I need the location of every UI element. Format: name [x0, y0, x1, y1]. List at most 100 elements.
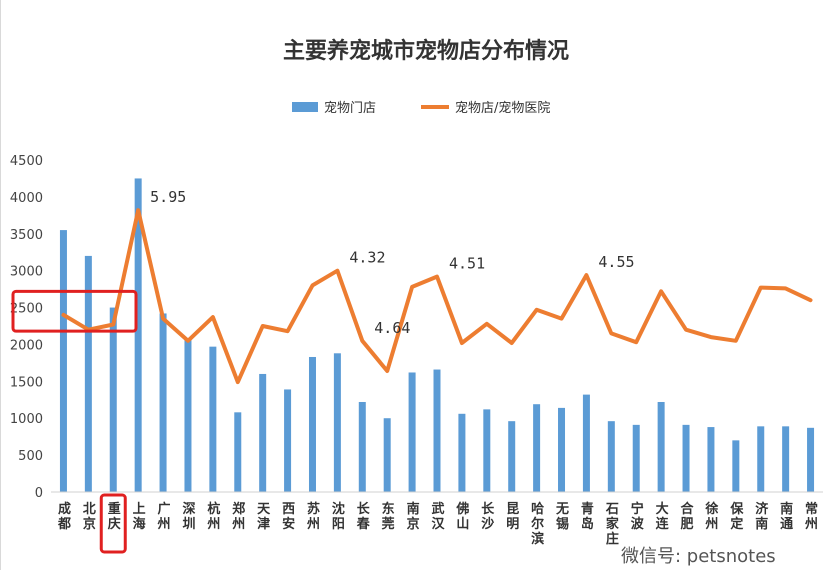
bar	[533, 404, 541, 492]
y-tick-label: 0	[35, 486, 43, 501]
x-tick-char: 昆	[506, 501, 519, 517]
x-tick-char: 常	[805, 501, 818, 517]
x-tick-char: 南	[407, 501, 420, 517]
chart-title: 主要养宠城市宠物店分布情况	[283, 38, 569, 64]
x-tick-label: 合肥	[681, 501, 695, 532]
x-tick-char: 锡	[556, 516, 569, 532]
bar	[732, 440, 740, 492]
x-tick-char: 家	[606, 516, 620, 532]
bar	[284, 389, 292, 492]
bar	[433, 369, 441, 492]
x-tick-char: 青	[581, 501, 594, 517]
x-tick-label: 长春	[356, 501, 371, 532]
bar	[807, 427, 815, 492]
data-annotation: 5.95	[150, 188, 186, 206]
x-tick-label: 大连	[656, 501, 670, 532]
legend-swatch-bar	[292, 102, 318, 112]
x-tick-char: 宁	[631, 501, 644, 517]
bar	[209, 346, 217, 492]
y-tick-label: 3000	[10, 265, 43, 280]
y-tick-label: 1500	[10, 375, 43, 390]
x-tick-char: 广	[158, 501, 171, 517]
bar	[308, 356, 316, 492]
x-tick-char: 石	[605, 502, 619, 517]
x-tick-label: 东莞	[382, 501, 395, 532]
bar-series	[59, 178, 815, 493]
x-tick-char: 汉	[431, 516, 445, 532]
x-tick-char: 沈	[332, 501, 345, 517]
y-tick-label: 500	[18, 449, 43, 464]
bar	[109, 307, 117, 492]
x-tick-char: 都	[57, 516, 71, 532]
x-tick-char: 州	[157, 517, 171, 532]
x-tick-label: 杭州	[206, 501, 220, 532]
x-tick-char: 安	[282, 516, 295, 532]
x-tick-char: 天	[257, 502, 271, 517]
x-tick-label: 宁波	[631, 501, 645, 532]
y-tick-label: 1000	[10, 412, 43, 427]
bar	[782, 426, 790, 492]
x-tick-label: 武汉	[431, 501, 445, 532]
x-tick-label: 哈尔滨	[531, 501, 544, 547]
line-series	[61, 208, 813, 385]
bar	[657, 401, 665, 492]
x-tick-char: 西	[282, 502, 295, 517]
x-tick-char: 上	[133, 502, 146, 517]
annotations: 5.95 4.32 4.64 4.51 4.55	[150, 188, 634, 337]
bar	[383, 418, 391, 492]
bar	[707, 427, 715, 492]
x-axis: 成都北京重庆上海广州深圳杭州郑州天津西安苏州沈阳长春东莞南京武汉佛山长沙昆明哈尔…	[51, 491, 823, 547]
x-tick-label: 南京	[407, 501, 420, 532]
x-tick-char: 无	[555, 502, 569, 517]
x-tick-char: 州	[804, 517, 818, 532]
x-tick-char: 海	[133, 516, 146, 532]
x-tick-char: 重	[108, 501, 121, 517]
highlight-box-category	[99, 493, 127, 554]
x-tick-label: 苏州	[306, 501, 320, 532]
legend-label-bar: 宠物门店	[324, 100, 376, 116]
y-tick-label: 2000	[10, 338, 43, 353]
x-tick-char: 济	[755, 501, 769, 517]
x-tick-char: 郑	[232, 501, 245, 517]
x-tick-char: 沙	[481, 517, 494, 532]
y-tick-label: 4500	[10, 154, 43, 169]
bar	[632, 424, 640, 492]
x-tick-char: 合	[681, 501, 695, 517]
x-tick-char: 州	[704, 517, 718, 532]
x-tick-char: 哈	[531, 501, 544, 517]
x-tick-label: 郑州	[231, 501, 245, 532]
x-tick-char: 波	[631, 516, 645, 532]
x-tick-char: 京	[83, 516, 96, 532]
x-tick-label: 昆明	[506, 501, 519, 532]
x-tick-char: 尔	[531, 516, 544, 532]
x-tick-label: 深圳	[182, 501, 195, 532]
bar	[607, 421, 615, 492]
x-tick-char: 山	[456, 516, 469, 532]
bar	[508, 421, 516, 492]
x-tick-label: 徐州	[704, 501, 718, 532]
bar	[408, 372, 416, 492]
x-tick-char: 岛	[581, 516, 594, 532]
x-tick-char: 州	[206, 517, 220, 532]
bar	[159, 313, 167, 492]
data-annotation: 4.51	[449, 255, 485, 273]
y-axis: 0 500 1000 1500 2000 2500 3000 3500 4000 4500	[10, 154, 43, 501]
x-tick-label: 长沙	[481, 501, 495, 532]
x-tick-label: 广州	[157, 501, 171, 532]
x-tick-char: 京	[407, 516, 420, 532]
data-annotation: 4.32	[349, 249, 385, 267]
x-tick-char: 滨	[531, 531, 544, 547]
x-tick-char: 阳	[332, 517, 345, 532]
x-tick-char: 庄	[606, 531, 619, 547]
x-tick-char: 佛	[455, 501, 469, 517]
bar	[84, 255, 92, 492]
bar	[757, 426, 765, 492]
bar	[682, 424, 690, 492]
x-tick-char: 庆	[107, 516, 121, 532]
x-tick-char: 肥	[681, 516, 694, 532]
bar	[483, 409, 491, 492]
y-tick-label: 3500	[10, 228, 43, 243]
bar	[333, 353, 341, 492]
bar	[134, 178, 142, 492]
bar	[259, 373, 267, 492]
